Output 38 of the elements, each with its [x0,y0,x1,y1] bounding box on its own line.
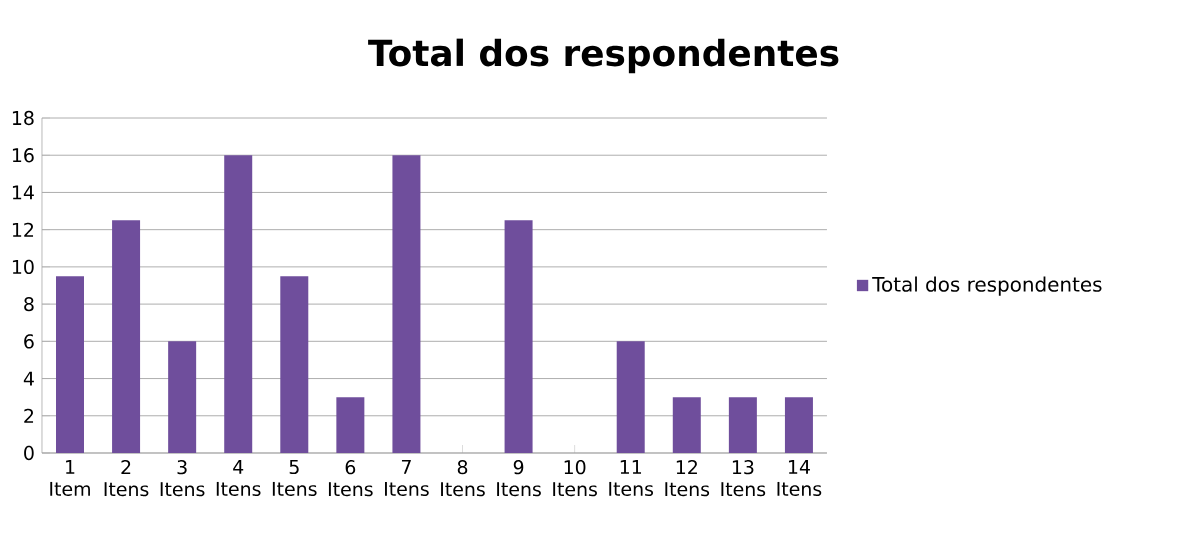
bar [56,276,84,453]
chart-title: Total dos respondentes [368,38,839,74]
bar [672,397,701,453]
y-tick-label: 14 [12,185,34,200]
bar [392,155,421,453]
x-tick-label: 14 Itens [777,460,822,497]
bar [784,397,813,453]
y-tick-label: 16 [12,148,34,163]
x-tick-label: 4 Itens [216,460,261,497]
bar [504,220,533,453]
bar [728,397,757,453]
bar [112,220,141,453]
x-tick-label: 2 Itens [104,460,149,497]
y-tick-label: 18 [12,110,34,126]
bar [224,155,253,453]
x-tick-label: 11 Itens [609,460,654,497]
y-tick-label: 2 [24,408,34,423]
legend-label: Total dos respondentes [872,276,1102,296]
x-tick-label: 13 Itens [721,460,766,497]
y-tick-label: 4 [23,371,34,386]
y-tick-label: 8 [24,296,34,312]
x-tick-label: 5 Itens [272,460,317,497]
y-tick-label: 12 [12,222,34,237]
bar [336,397,365,453]
x-tick-label: 6 Itens [328,460,373,497]
x-tick-label: 8 Itens [441,460,485,497]
bar [168,341,197,453]
x-tick-label: 7 Itens [385,460,429,497]
x-tick-label: 3 Itens [160,460,205,497]
y-tick-label: 6 [24,334,34,349]
bar [280,276,309,453]
y-tick-label: 0 [24,445,34,461]
bar [616,341,645,453]
x-tick-label: 1 Item [50,460,90,497]
y-tick-label: 10 [12,259,34,275]
x-tick-label: 12 Itens [665,460,710,497]
x-tick-label: 9 Itens [497,460,541,497]
x-tick-label: 10 Itens [553,460,597,497]
